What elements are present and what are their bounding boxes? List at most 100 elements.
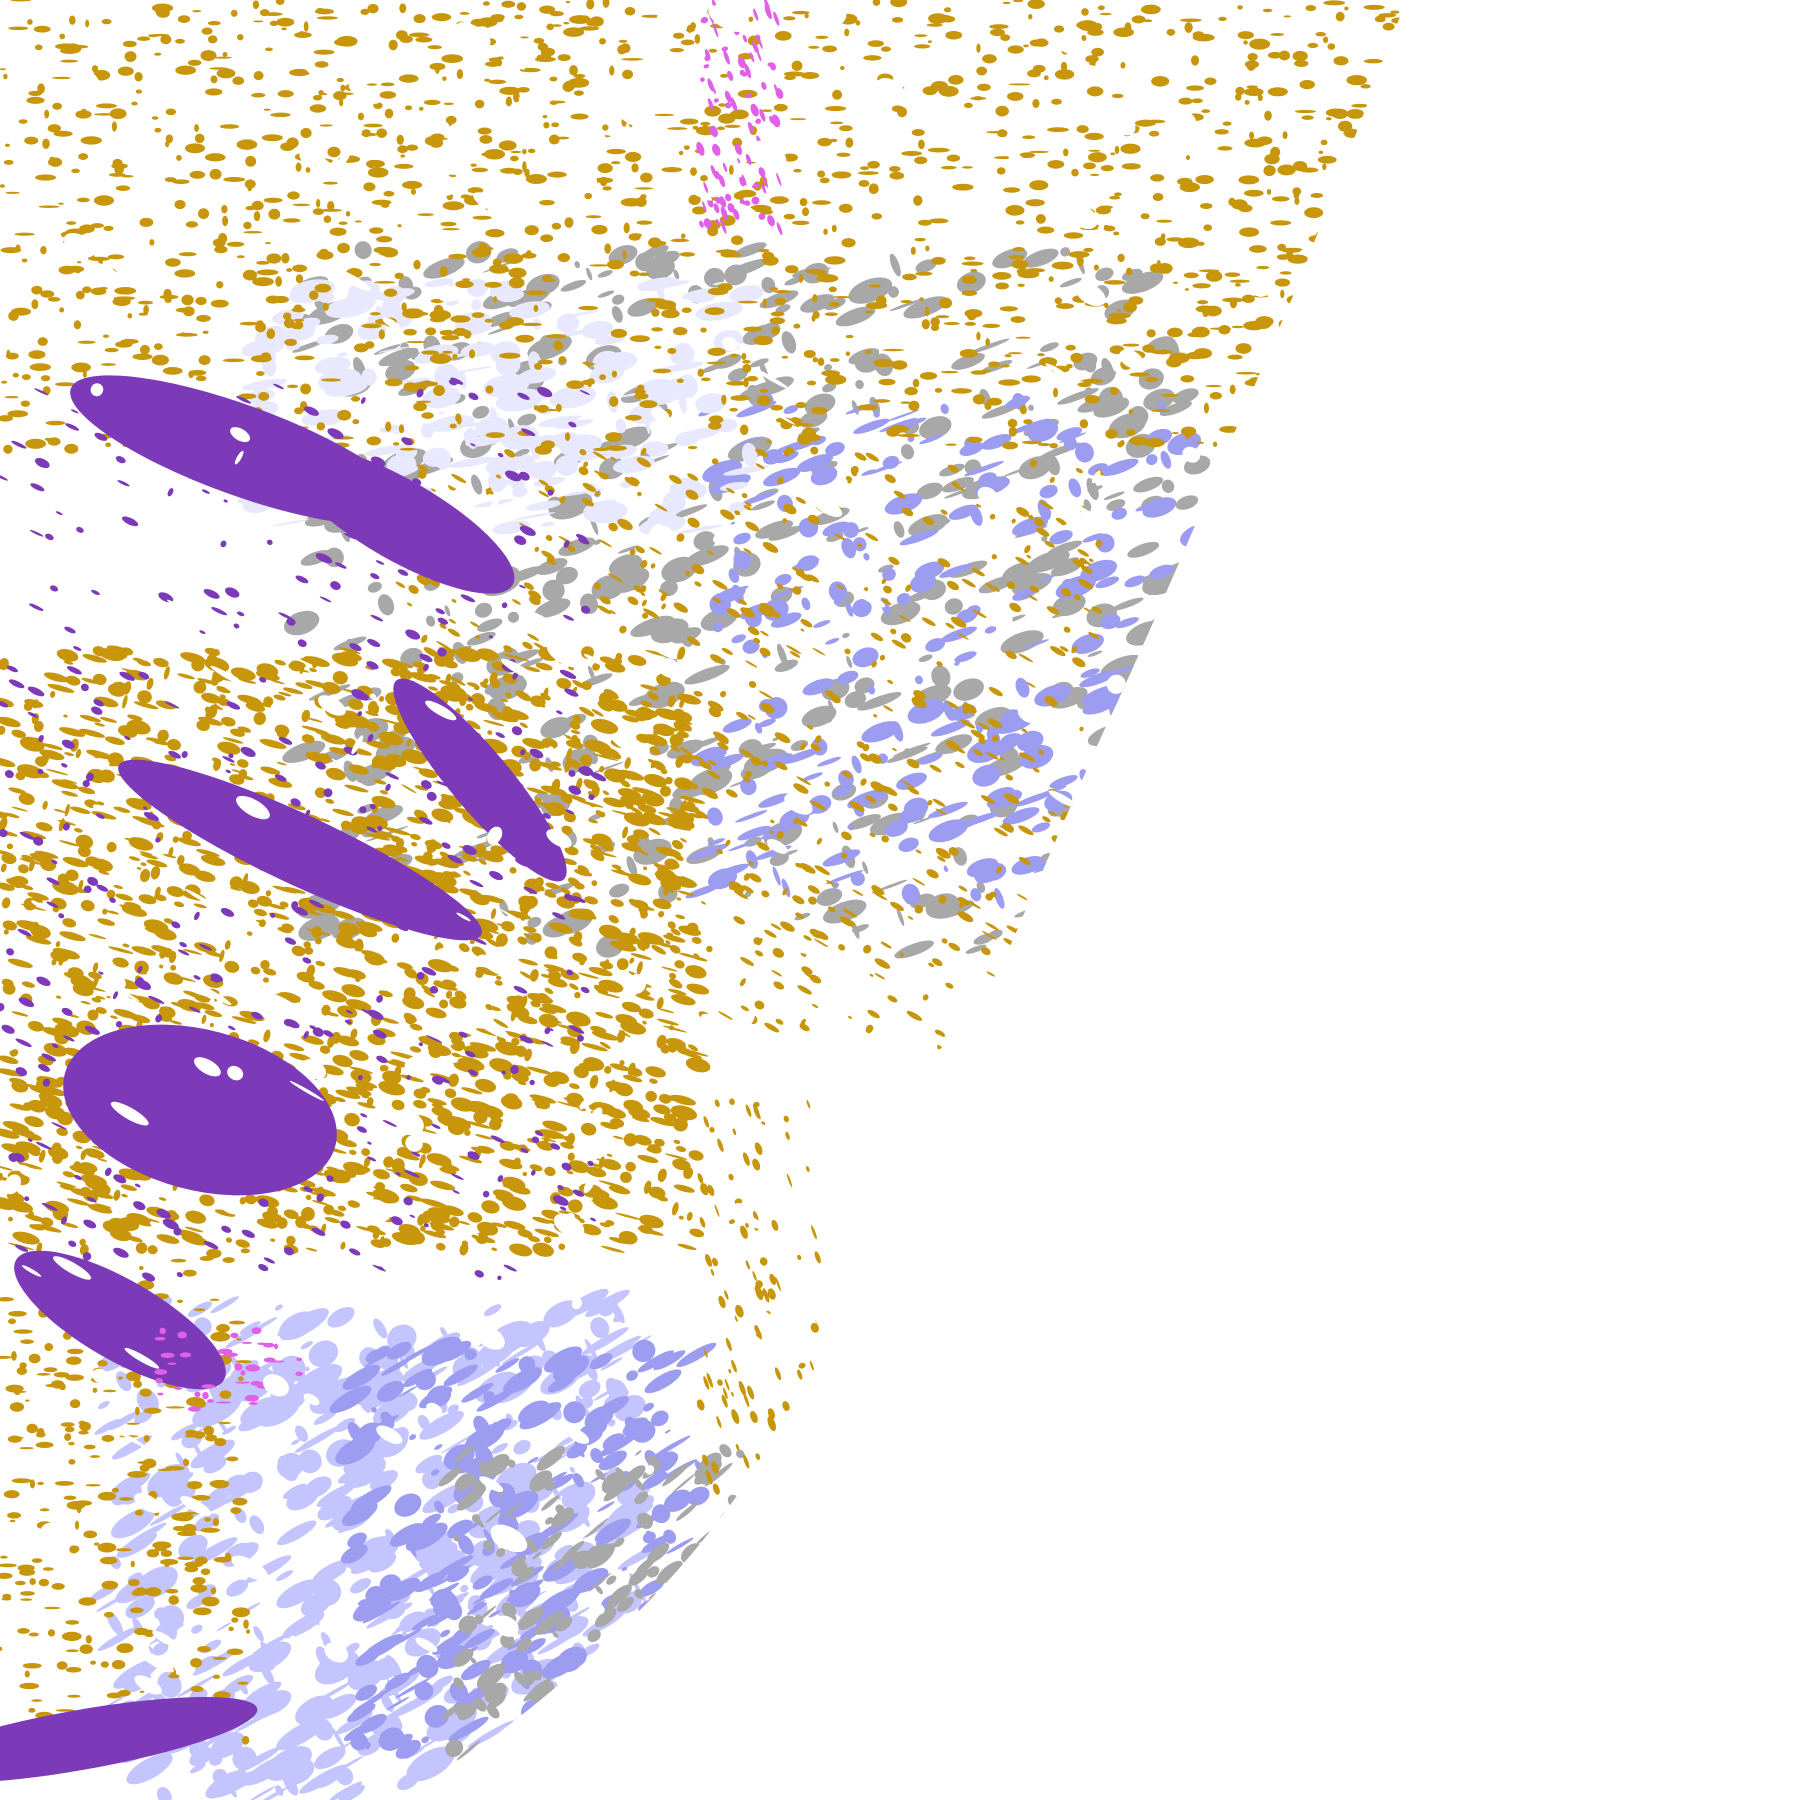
gold-cloud-region — [661, 309, 680, 319]
gold-cloud-region — [700, 327, 707, 333]
gold-cloud-region — [1203, 402, 1209, 414]
gold-cloud-region — [1331, 432, 1347, 443]
gold-cloud-region — [602, 0, 610, 8]
periwinkle-cloud-region — [1121, 827, 1138, 841]
gold-cloud-region — [154, 52, 162, 56]
gold-cloud-region — [1110, 152, 1116, 156]
gray-cloud-region — [591, 574, 626, 601]
gold-cloud-region — [564, 217, 574, 228]
gold-cloud-region — [459, 12, 470, 15]
gold-cloud-region — [1222, 121, 1232, 126]
periwinkle-cloud-region — [1191, 828, 1208, 846]
gray-cloud-region — [635, 1450, 642, 1456]
gold-cloud-region — [1106, 317, 1127, 325]
gold-cloud-region — [1120, 143, 1141, 154]
gray-cloud-region — [628, 1783, 647, 1800]
periwinkle-cloud-region — [678, 1565, 717, 1590]
gray-cloud-region — [1000, 630, 1044, 654]
gold-cloud-region — [408, 383, 427, 393]
gold-cloud-region — [656, 241, 667, 246]
gray-cloud-region — [683, 1646, 691, 1653]
gold-cloud-region — [1120, 62, 1126, 69]
gold-cloud-region — [361, 129, 371, 138]
gold-cloud-region — [810, 406, 828, 415]
gold-cloud-region — [294, 407, 304, 415]
gray-cloud-region — [726, 1550, 744, 1568]
gold-cloud-region — [28, 90, 43, 96]
periwinkle-cloud-region — [1176, 729, 1202, 750]
gold-cloud-region — [235, 1239, 250, 1248]
gold-cloud-region — [383, 288, 398, 297]
gold-cloud-region — [989, 24, 1009, 29]
gold-cloud-region — [765, 440, 773, 444]
gold-cloud-region — [864, 349, 872, 354]
gold-cloud-region — [485, 229, 505, 238]
gold-cloud-region — [433, 385, 445, 396]
gold-cloud-region — [131, 101, 138, 106]
gray-cloud-region — [777, 849, 798, 858]
gold-cloud-region — [140, 862, 147, 867]
gold-cloud-region — [281, 27, 287, 31]
gold-cloud-region — [733, 191, 746, 200]
gold-cloud-region — [945, 443, 957, 446]
gold-cloud-region — [606, 1153, 613, 1157]
gold-cloud-region — [442, 227, 460, 231]
gray-cloud-region — [605, 1651, 624, 1670]
gold-cloud-region — [1105, 428, 1118, 439]
gold-cloud-region — [170, 964, 177, 971]
gray-cloud-region — [826, 532, 844, 542]
gray-cloud-region — [1103, 491, 1125, 500]
gold-cloud-region — [599, 765, 605, 773]
gold-cloud-region — [995, 282, 1009, 290]
gold-cloud-region — [913, 195, 923, 206]
gold-cloud-region — [216, 281, 224, 289]
gray-cloud-region — [877, 879, 908, 892]
gold-cloud-region — [27, 1020, 44, 1032]
gold-cloud-region — [388, 39, 398, 51]
gray-cloud-region — [367, 581, 382, 593]
gold-cloud-region — [1093, 264, 1100, 271]
gold-cloud-region — [791, 60, 803, 71]
gold-cloud-region — [100, 363, 116, 366]
gray-cloud-region — [1028, 404, 1034, 411]
gray-cloud-region — [951, 353, 985, 370]
gold-cloud-region — [1246, 440, 1266, 448]
gold-cloud-region — [918, 139, 925, 150]
gold-cloud-region — [799, 198, 808, 207]
gold-cloud-region — [1301, 115, 1314, 120]
gold-cloud-region — [1146, 119, 1166, 124]
gray-cloud-region — [801, 705, 837, 728]
gray-cloud-region — [531, 1774, 540, 1785]
bright-cloud-region — [438, 411, 445, 415]
gold-cloud-region — [413, 14, 426, 24]
gold-cloud-region — [63, 714, 68, 718]
gold-cloud-region — [103, 225, 114, 231]
gray-cloud-region — [1136, 909, 1146, 925]
gray-cloud-region — [644, 1645, 651, 1651]
gold-cloud-region — [516, 2, 527, 11]
gray-cloud-region — [1059, 277, 1082, 288]
gold-cloud-region — [1327, 223, 1337, 233]
gold-cloud-region — [891, 360, 908, 370]
gold-cloud-region — [107, 254, 125, 260]
gold-cloud-region — [959, 349, 978, 358]
gray-cloud-region — [722, 1584, 735, 1595]
gold-cloud-region — [99, 716, 118, 723]
gold-cloud-region — [79, 714, 102, 723]
gold-cloud-region — [384, 108, 394, 119]
gold-cloud-region — [867, 40, 884, 47]
gold-cloud-region — [611, 370, 618, 378]
gold-cloud-region — [1332, 108, 1348, 120]
gold-cloud-region — [1156, 219, 1173, 223]
gold-cloud-region — [1117, 253, 1125, 263]
gold-cloud-region — [423, 99, 441, 106]
gray-cloud-region — [597, 290, 615, 298]
gray-cloud-region — [1123, 893, 1131, 911]
gold-cloud-region — [999, 306, 1018, 312]
gold-cloud-region — [1346, 108, 1365, 119]
gold-cloud-region — [1388, 282, 1406, 291]
gold-cloud-region — [253, 908, 267, 917]
gray-cloud-region — [1087, 723, 1130, 747]
gold-cloud-region — [325, 798, 335, 804]
periwinkle-cloud-region — [625, 1654, 655, 1680]
